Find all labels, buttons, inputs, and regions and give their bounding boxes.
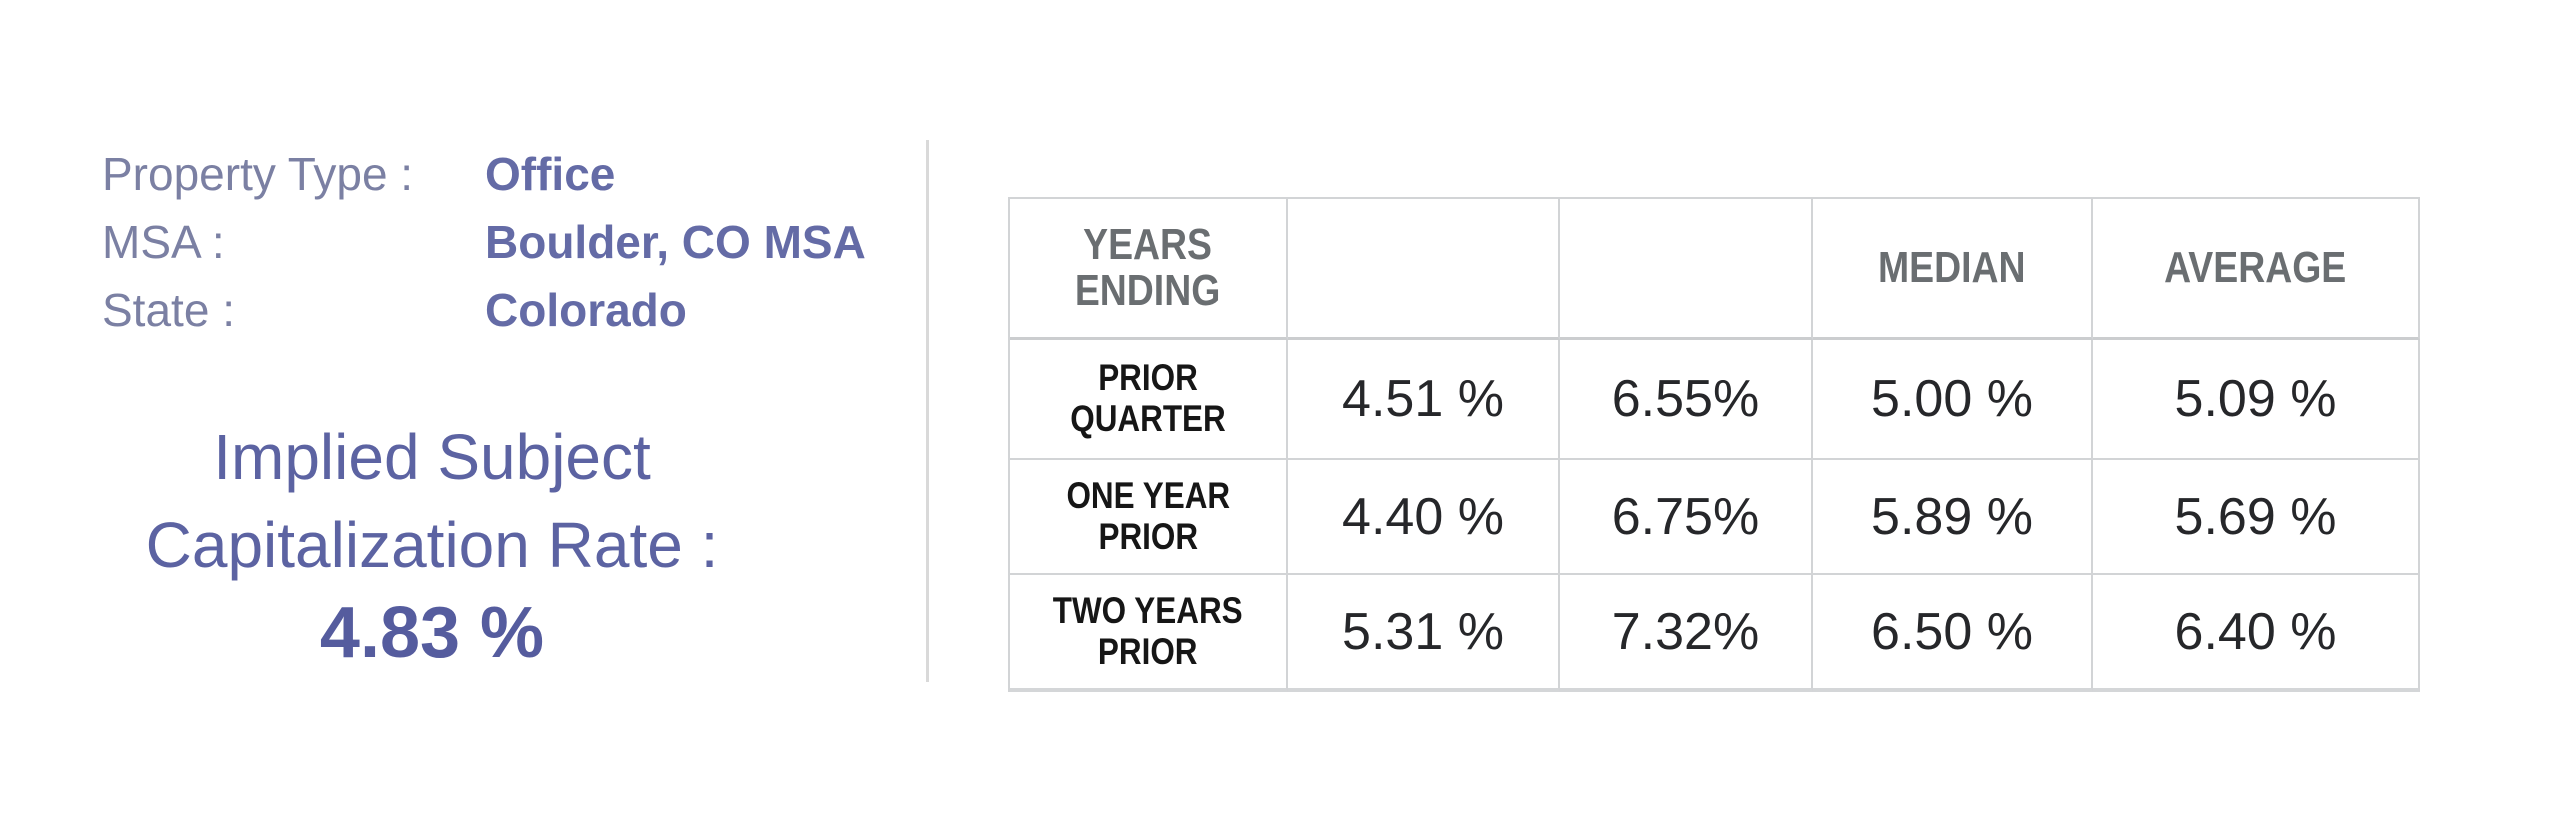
header-cell-blank-2 [1560,199,1813,340]
property-type-value: Office [485,148,616,200]
row-label-two-years-prior: TWO YEARS PRIOR [1010,575,1288,692]
table-cell: 4.40 % [1288,460,1560,575]
table-cell: 7.32% [1560,575,1813,692]
table-cell: 6.75% [1560,460,1813,575]
table-cell: 6.40 % [2093,575,2420,692]
implied-cap-rate-block: Implied Subject Capitalization Rate : 4.… [0,413,864,677]
average-header-label: AVERAGE [2164,242,2347,292]
years-ending-header-label: YEARS ENDING [1075,219,1221,315]
table-cell: 5.00 % [1813,340,2093,460]
table-cell: 5.31 % [1288,575,1560,692]
cap-rate-title-line2: Capitalization Rate : [145,509,719,581]
cap-rate-value: 4.83 % [319,593,545,673]
table-cell: 4.51 % [1288,340,1560,460]
msa-value: Boulder, CO MSA [485,216,866,268]
header-cell-years-ending: YEARS ENDING [1010,199,1288,340]
table-cell: 6.55% [1560,340,1813,460]
vertical-divider [926,140,929,682]
property-info-block: Property Type : Office MSA : Boulder, CO… [102,140,866,344]
table-cell: 5.69 % [2093,460,2420,575]
median-header-label: MEDIAN [1878,242,2026,292]
cap-rate-table: YEARS ENDING MEDIAN AVERAGE PRIOR QUARTE… [1008,197,2420,692]
property-type-label: Property Type : [102,148,414,200]
row-label-one-year-prior: ONE YEAR PRIOR [1010,460,1288,575]
table-cell: 5.89 % [1813,460,2093,575]
table-cell: 5.09 % [2093,340,2420,460]
state-label: State : [102,284,235,336]
msa-label: MSA : [102,216,225,268]
row-label-prior-quarter: PRIOR QUARTER [1010,340,1288,460]
table-cell: 6.50 % [1813,575,2093,692]
cap-rate-title-line1: Implied Subject [213,421,651,493]
header-cell-average: AVERAGE [2093,199,2420,340]
header-cell-median: MEDIAN [1813,199,2093,340]
header-cell-blank-1 [1288,199,1560,340]
state-value: Colorado [485,284,687,336]
